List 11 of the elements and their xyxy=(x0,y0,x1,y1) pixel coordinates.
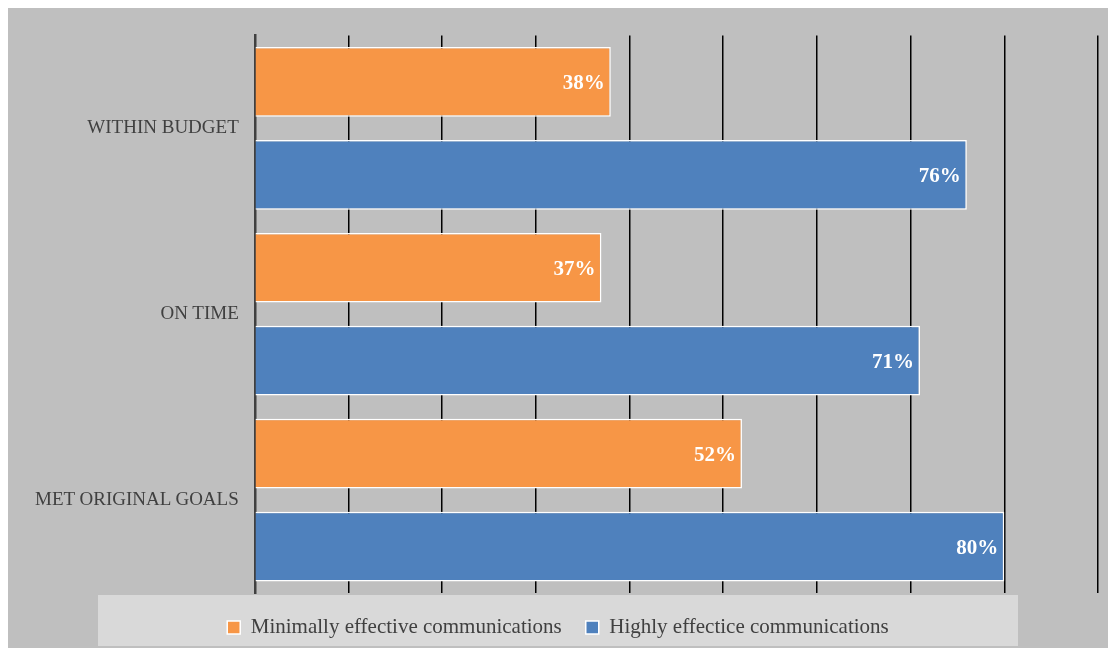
legend-label: Minimally effective communications xyxy=(250,614,562,639)
legend-label: Highly effectice communications xyxy=(609,614,889,639)
y-tick-label: WITHIN BUDGET xyxy=(87,116,240,138)
y-tick-label: ON TIME xyxy=(160,302,239,324)
data-label: 52% xyxy=(693,442,736,467)
data-label: 76% xyxy=(918,163,961,188)
data-label: 37% xyxy=(553,256,596,281)
data-label: 38% xyxy=(562,70,605,95)
data-label: 80% xyxy=(956,534,999,559)
y-tick-label: MET ORIGINAL GOALS xyxy=(35,488,239,510)
data-label: 71% xyxy=(871,349,914,374)
